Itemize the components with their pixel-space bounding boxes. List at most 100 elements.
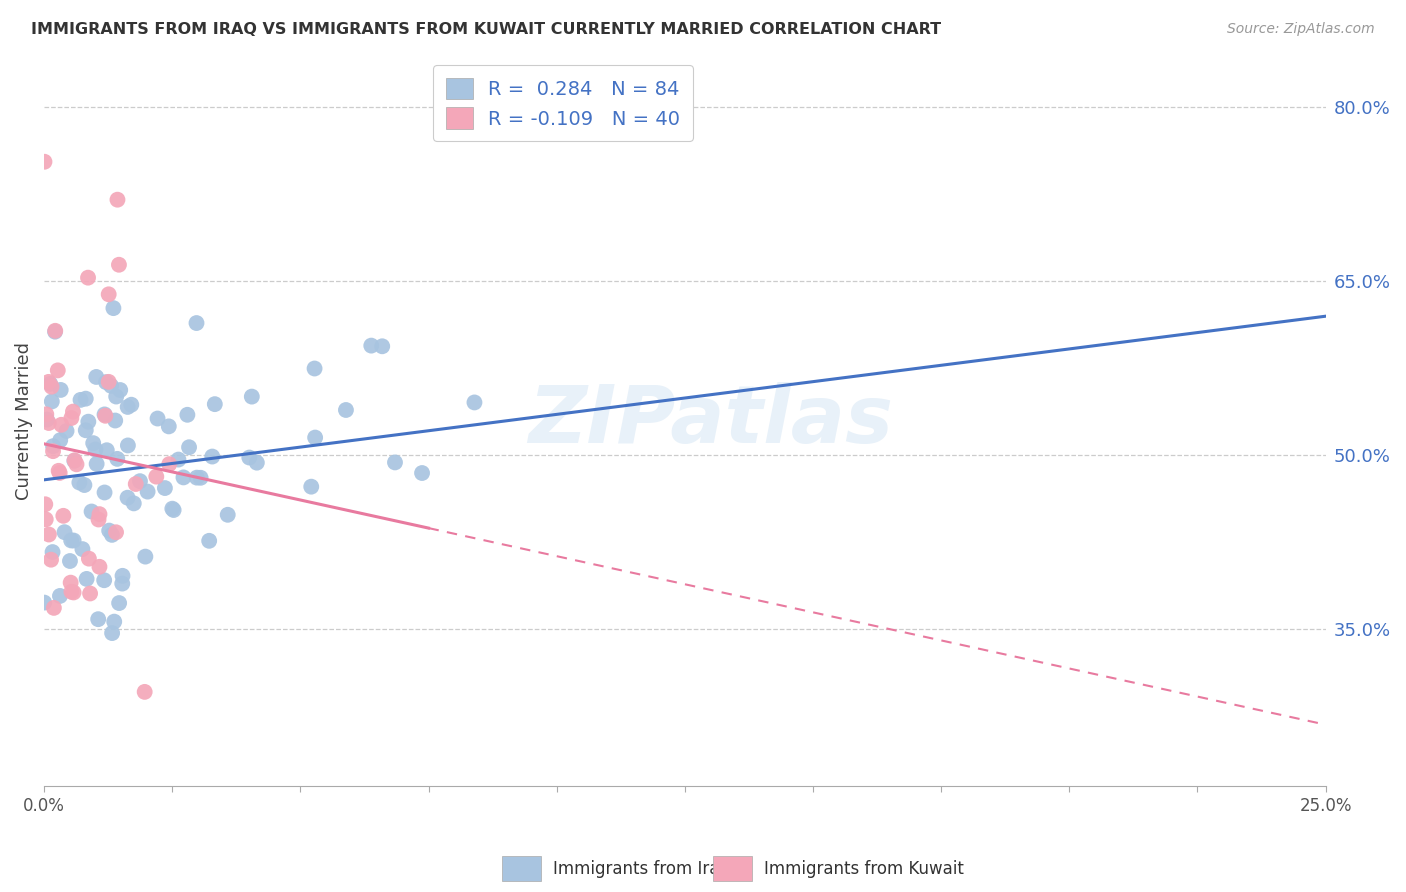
Point [411, 466, 433, 480]
Point [44, 324, 66, 338]
Point [65, 458, 87, 472]
Point [96, 443, 118, 458]
Point [69, 392, 91, 407]
Point [97, 375, 120, 389]
Point [97, 287, 120, 301]
Point [304, 361, 326, 376]
Point [117, 400, 139, 414]
Point [39, 376, 62, 391]
Point [49, 383, 72, 397]
Point [52, 508, 75, 523]
Point [77, 270, 100, 285]
Point [108, 383, 131, 397]
Point [94, 409, 117, 423]
Point [82, 436, 104, 450]
Point [38, 375, 60, 389]
Point [98, 524, 121, 538]
Point [77, 551, 100, 566]
Text: ZIPatlas: ZIPatlas [529, 382, 893, 459]
Point [122, 496, 145, 510]
Point [384, 455, 406, 469]
Point [145, 469, 167, 483]
Point [304, 431, 326, 445]
Point [35, 412, 58, 426]
Point [44, 325, 66, 339]
Point [246, 456, 269, 470]
Point [87, 512, 110, 526]
Point [162, 503, 184, 517]
Point [46, 363, 69, 377]
Point [100, 379, 122, 393]
Point [41, 379, 63, 393]
Point [463, 395, 485, 409]
Point [34, 497, 56, 511]
Point [198, 533, 221, 548]
Point [105, 525, 128, 540]
Point [35, 512, 58, 526]
Point [62, 404, 84, 418]
Point [107, 193, 129, 207]
Point [41, 394, 63, 409]
Point [190, 471, 212, 485]
Point [101, 626, 124, 640]
Point [177, 440, 200, 454]
Point [49, 589, 72, 603]
Point [89, 559, 111, 574]
Point [55, 424, 77, 438]
Point [89, 507, 111, 521]
Point [38, 416, 60, 430]
Point [105, 390, 128, 404]
Point [62, 585, 84, 599]
Point [157, 419, 180, 434]
Point [162, 501, 184, 516]
Point [136, 484, 159, 499]
Point [35, 407, 58, 421]
Point [153, 481, 176, 495]
Point [201, 450, 224, 464]
Point [79, 586, 101, 600]
Point [146, 411, 169, 425]
Point [238, 450, 260, 465]
Point [60, 533, 83, 548]
Point [60, 584, 83, 599]
Point [217, 508, 239, 522]
Point [53, 525, 76, 540]
Point [157, 457, 180, 471]
Point [167, 452, 190, 467]
Point [63, 454, 86, 468]
Point [186, 470, 208, 484]
Point [176, 408, 198, 422]
Point [84, 370, 107, 384]
Point [72, 542, 94, 557]
Point [38, 527, 60, 541]
Text: IMMIGRANTS FROM IRAQ VS IMMIGRANTS FROM KUWAIT CURRENTLY MARRIED CORRELATION CHA: IMMIGRANTS FROM IRAQ VS IMMIGRANTS FROM … [31, 22, 941, 37]
Point [34, 154, 56, 169]
Point [87, 612, 110, 626]
Point [186, 316, 208, 330]
Point [93, 408, 115, 422]
Point [120, 398, 142, 412]
Point [86, 457, 108, 471]
Point [41, 545, 63, 559]
Point [49, 433, 72, 447]
Point [371, 339, 394, 353]
Point [117, 438, 139, 452]
Point [111, 569, 134, 583]
Point [111, 576, 134, 591]
Point [172, 470, 194, 484]
Point [63, 453, 86, 467]
Point [335, 403, 357, 417]
Point [76, 572, 98, 586]
Point [51, 417, 73, 432]
Point [39, 552, 62, 566]
Point [108, 596, 131, 610]
Point [42, 600, 65, 615]
Point [101, 528, 124, 542]
Point [93, 573, 115, 587]
Point [129, 474, 152, 488]
Point [59, 575, 82, 590]
Point [104, 413, 127, 427]
Point [204, 397, 226, 411]
Point [73, 478, 96, 492]
Point [75, 423, 97, 437]
